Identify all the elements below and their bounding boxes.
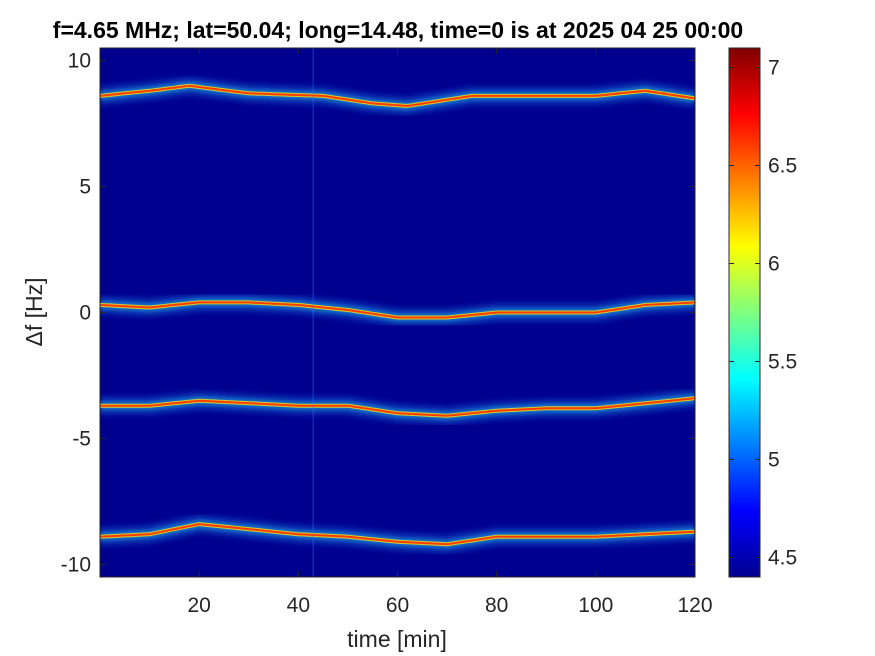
trace-line [100,397,695,417]
x-tick-label: 120 [677,594,712,617]
y-tick-label: -10 [61,553,91,576]
x-tick-label: 20 [187,594,210,617]
trace-line [100,301,695,319]
trace-line [100,523,695,546]
y-axis-label: Δf [Hz] [21,277,47,346]
colorbar-tick-label: 5 [768,448,780,471]
heatmap-traces [100,48,695,577]
colorbar [729,48,760,577]
chart-title: f=4.65 MHz; lat=50.04; long=14.48, time=… [53,17,743,43]
x-tick-label: 100 [578,594,613,617]
x-axis-label: time [min] [347,626,447,652]
colorbar-frame [728,47,761,578]
colorbar-tick-label: 4.5 [768,546,797,569]
x-tick-label: 80 [485,594,508,617]
colorbar-tick-label: 7 [768,57,780,80]
y-tick-label: 0 [79,302,91,325]
x-tick-label: 60 [386,594,409,617]
x-axis: 20 40 60 80 100 120 [187,48,713,617]
y-axis: 10 5 0 -5 -10 [61,50,695,576]
colorbar-tick-label: 5.5 [768,350,797,373]
y-tick-label: 5 [79,176,91,199]
colorbar-tick-label: 6 [768,253,780,276]
y-tick-label: -5 [72,427,91,450]
x-tick-label: 40 [287,594,310,617]
y-tick-label: 10 [68,50,91,73]
colorbar-tick-label: 6.5 [768,155,797,178]
trace-line [100,84,695,107]
colorbar-axis: 7 6.5 6 5.5 5 4.5 [729,57,797,569]
